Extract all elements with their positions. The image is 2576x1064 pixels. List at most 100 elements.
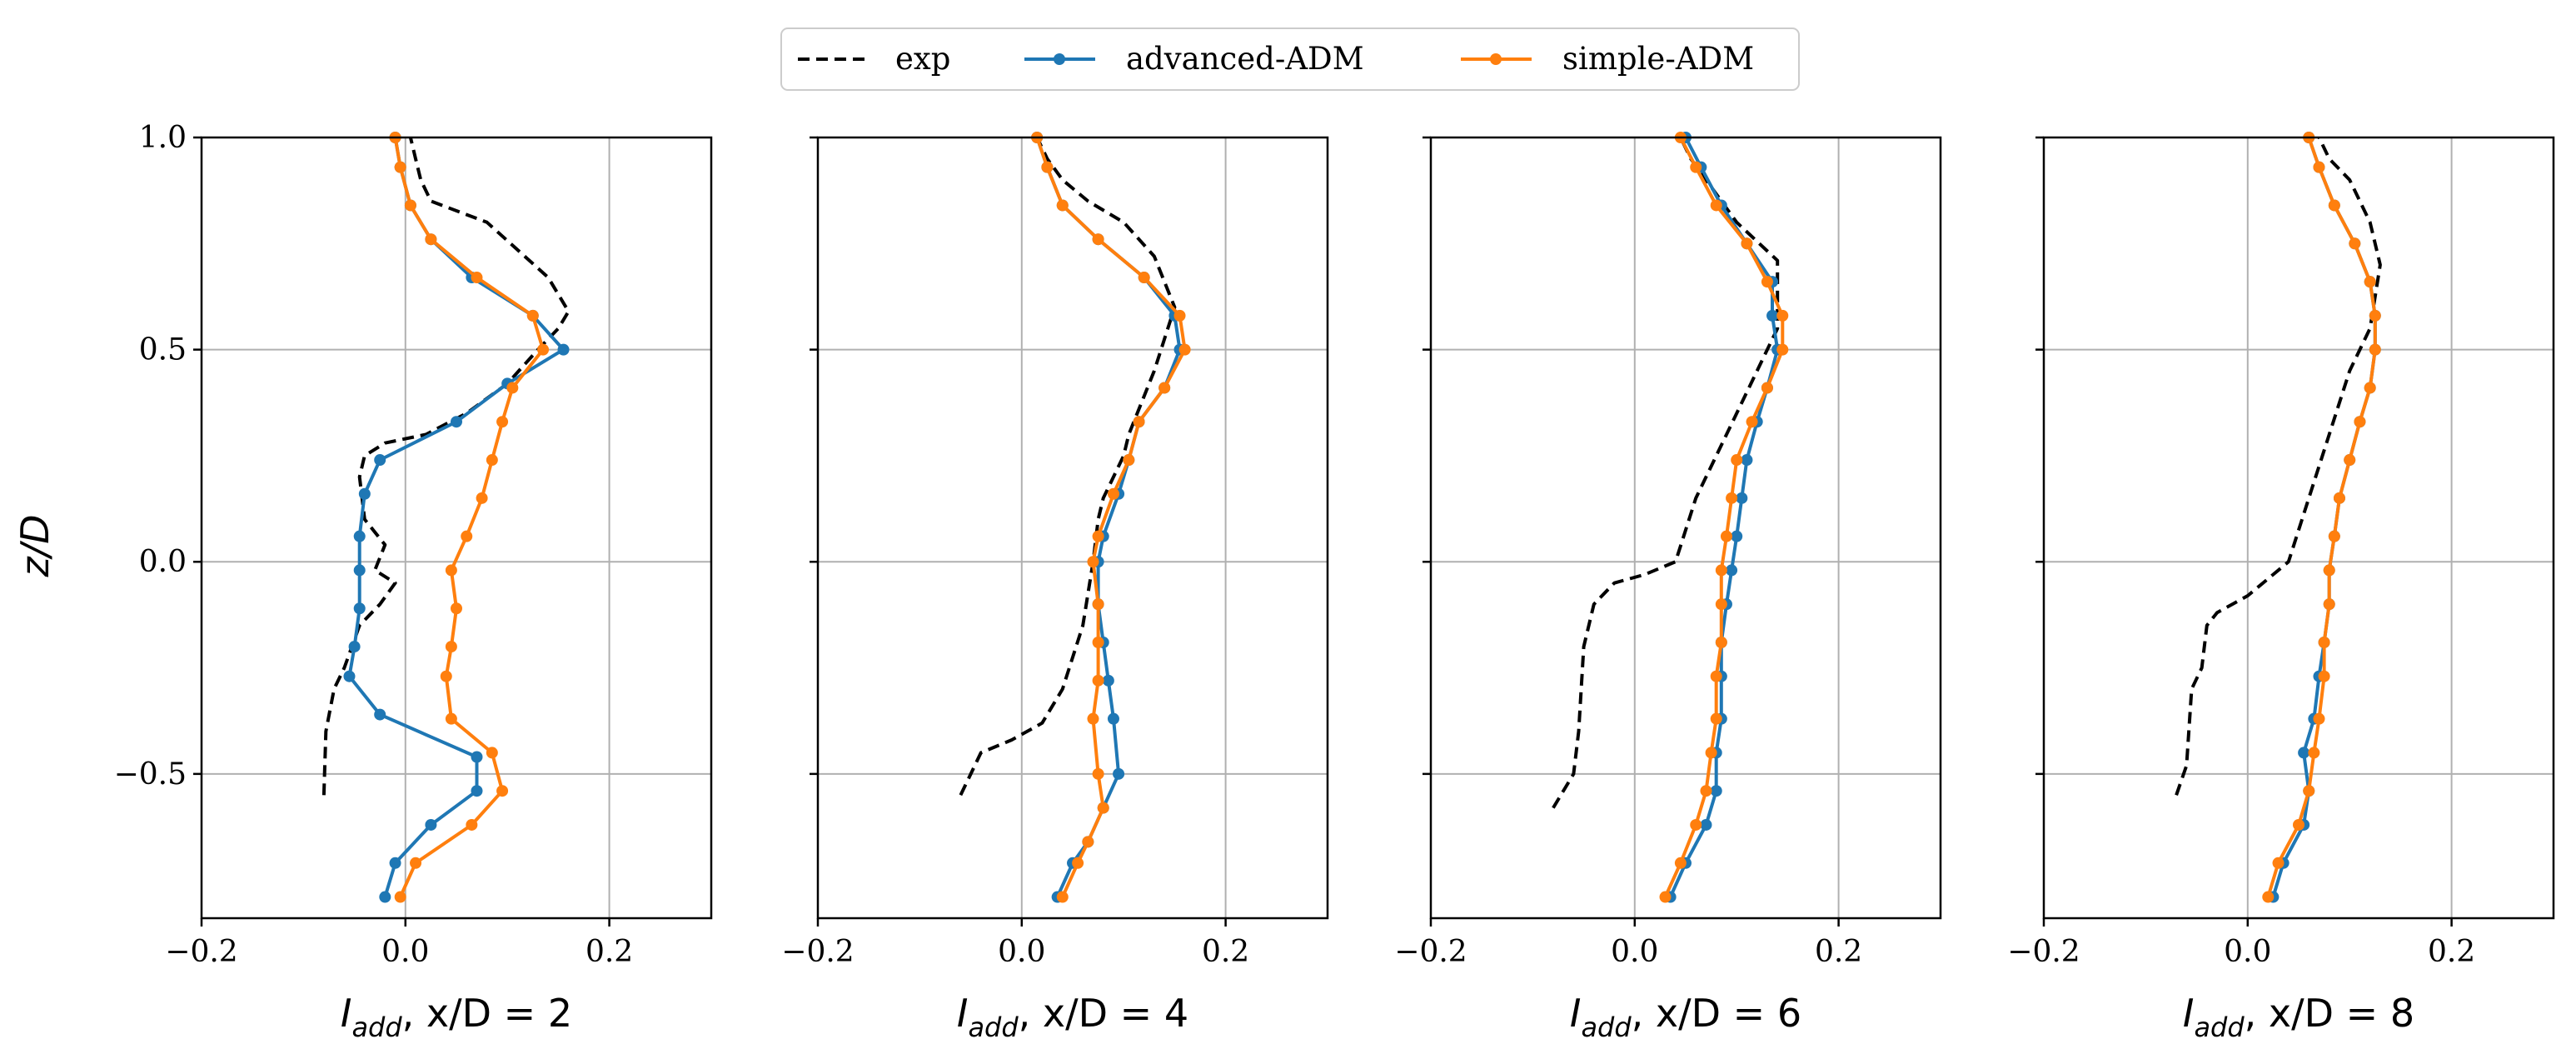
data-point-simple-ADM bbox=[1087, 712, 1099, 725]
x-axis-label: Iadd, x/D = 6 bbox=[1570, 991, 1801, 1043]
data-point-simple-ADM bbox=[1092, 530, 1104, 542]
data-point-simple-ADM bbox=[2369, 309, 2381, 322]
data-point-simple-ADM bbox=[451, 602, 462, 615]
data-point-simple-ADM bbox=[2262, 891, 2275, 903]
data-point-simple-ADM bbox=[1092, 233, 1104, 246]
data-point-simple-ADM bbox=[1715, 598, 1727, 611]
data-point-simple-ADM bbox=[2349, 237, 2361, 250]
data-point-simple-ADM bbox=[1761, 382, 1773, 394]
data-point-simple-ADM bbox=[2303, 785, 2315, 797]
data-point-simple-ADM bbox=[486, 454, 498, 467]
data-point-simple-ADM bbox=[2272, 857, 2285, 869]
data-point-advanced-ADM bbox=[348, 641, 361, 653]
data-point-simple-ADM bbox=[1690, 818, 1702, 831]
series-line-simple-ADM bbox=[1663, 137, 1785, 898]
y-tick-label: 0.0 bbox=[139, 545, 187, 579]
y-tick-label: −0.5 bbox=[114, 757, 187, 792]
legend-frame bbox=[780, 27, 1800, 91]
data-point-simple-ADM bbox=[496, 785, 509, 797]
data-point-advanced-ADM bbox=[425, 818, 437, 831]
data-point-simple-ADM bbox=[445, 564, 457, 577]
data-point-advanced-ADM bbox=[557, 343, 570, 356]
data-point-simple-ADM bbox=[2354, 416, 2366, 428]
data-point-simple-ADM bbox=[1700, 785, 1712, 797]
data-point-simple-ADM bbox=[1087, 556, 1099, 568]
data-point-simple-ADM bbox=[2318, 670, 2330, 682]
panel-xd-2: −0.2 0.0 0.2 −0.5 0.0 0.5 1.0 Iadd, x/D = 2 bbox=[114, 121, 713, 1043]
data-point-simple-ADM bbox=[1746, 416, 1758, 428]
data-point-advanced-ADM bbox=[343, 670, 356, 682]
data-point-simple-ADM bbox=[2293, 818, 2304, 831]
data-point-simple-ADM bbox=[1761, 276, 1773, 288]
data-point-simple-ADM bbox=[394, 161, 406, 173]
y-tick-label: 1.0 bbox=[139, 121, 187, 155]
data-point-advanced-ADM bbox=[1736, 492, 1748, 504]
data-point-simple-ADM bbox=[1158, 382, 1171, 394]
data-point-simple-ADM bbox=[1107, 487, 1119, 500]
data-point-simple-ADM bbox=[1082, 836, 1094, 848]
data-point-simple-ADM bbox=[2323, 598, 2335, 611]
series-line-advanced-ADM bbox=[347, 137, 566, 898]
series-line-advanced-ADM bbox=[2271, 137, 2377, 898]
panel-xd-8: −0.2 0.0 0.2 Iadd, x/D = 8 bbox=[2007, 132, 2555, 1043]
data-point-simple-ADM bbox=[1776, 343, 1789, 356]
data-point-simple-ADM bbox=[1123, 454, 1135, 467]
data-point-simple-ADM bbox=[1041, 161, 1054, 173]
x-tick-label: −0.2 bbox=[781, 935, 854, 969]
data-point-advanced-ADM bbox=[358, 487, 371, 500]
data-point-simple-ADM bbox=[2313, 712, 2325, 725]
data-point-simple-ADM bbox=[1092, 598, 1104, 611]
data-point-simple-ADM bbox=[1726, 492, 1738, 504]
data-point-simple-ADM bbox=[537, 343, 550, 356]
legend: exp advanced-ADM simple-ADM bbox=[780, 27, 1800, 91]
data-point-simple-ADM bbox=[1056, 891, 1069, 903]
data-point-simple-ADM bbox=[1720, 530, 1732, 542]
data-point-advanced-ADM bbox=[353, 564, 366, 577]
data-point-advanced-ADM bbox=[1700, 818, 1712, 831]
x-axis-label: Iadd, x/D = 8 bbox=[2183, 991, 2414, 1043]
data-point-simple-ADM bbox=[2344, 454, 2356, 467]
axes-frame bbox=[200, 136, 713, 920]
data-point-advanced-ADM bbox=[1726, 564, 1738, 577]
series-line-simple-ADM bbox=[2266, 137, 2377, 898]
data-point-advanced-ADM bbox=[374, 708, 386, 721]
data-point-simple-ADM bbox=[1731, 454, 1743, 467]
legend-exp-label: exp bbox=[895, 41, 950, 77]
x-tick-label: 0.0 bbox=[998, 935, 1045, 969]
x-tick-label: 0.2 bbox=[585, 935, 633, 969]
data-point-simple-ADM bbox=[1690, 161, 1702, 173]
series-line-advanced-ADM bbox=[1035, 137, 1182, 898]
x-tick-label: −0.2 bbox=[165, 935, 237, 969]
data-point-simple-ADM bbox=[476, 492, 488, 504]
series-line-exp bbox=[2175, 137, 2382, 796]
data-point-advanced-ADM bbox=[389, 857, 401, 869]
data-point-advanced-ADM bbox=[1710, 785, 1722, 797]
data-point-simple-ADM bbox=[2323, 564, 2335, 577]
data-point-advanced-ADM bbox=[353, 602, 366, 615]
x-axis-label: Iadd, x/D = 4 bbox=[957, 991, 1188, 1043]
data-point-simple-ADM bbox=[1741, 237, 1753, 250]
data-point-advanced-ADM bbox=[374, 454, 386, 467]
data-point-simple-ADM bbox=[1715, 564, 1727, 577]
panel-xd-4: −0.2 0.0 0.2 Iadd, x/D = 4 bbox=[781, 132, 1329, 1043]
series-line-simple-ADM bbox=[1035, 137, 1187, 898]
data-point-simple-ADM bbox=[2308, 747, 2320, 759]
data-point-simple-ADM bbox=[410, 857, 422, 869]
data-point-advanced-ADM bbox=[2298, 747, 2310, 759]
data-point-simple-ADM bbox=[461, 530, 473, 542]
data-point-advanced-ADM bbox=[1741, 454, 1753, 467]
data-point-simple-ADM bbox=[440, 670, 452, 682]
data-point-simple-ADM bbox=[2328, 530, 2340, 542]
data-point-simple-ADM bbox=[2333, 492, 2345, 504]
y-tick-label: 0.5 bbox=[139, 333, 187, 367]
x-tick-label: 0.2 bbox=[1202, 935, 1249, 969]
data-point-simple-ADM bbox=[496, 416, 509, 428]
data-point-simple-ADM bbox=[1138, 272, 1150, 284]
x-tick-label: −0.2 bbox=[1394, 935, 1467, 969]
data-point-simple-ADM bbox=[1659, 891, 1672, 903]
legend-simple-marker bbox=[1490, 53, 1502, 65]
data-point-simple-ADM bbox=[1705, 747, 1717, 759]
data-point-simple-ADM bbox=[471, 272, 483, 284]
data-point-advanced-ADM bbox=[1731, 530, 1743, 542]
data-point-advanced-ADM bbox=[353, 530, 366, 542]
